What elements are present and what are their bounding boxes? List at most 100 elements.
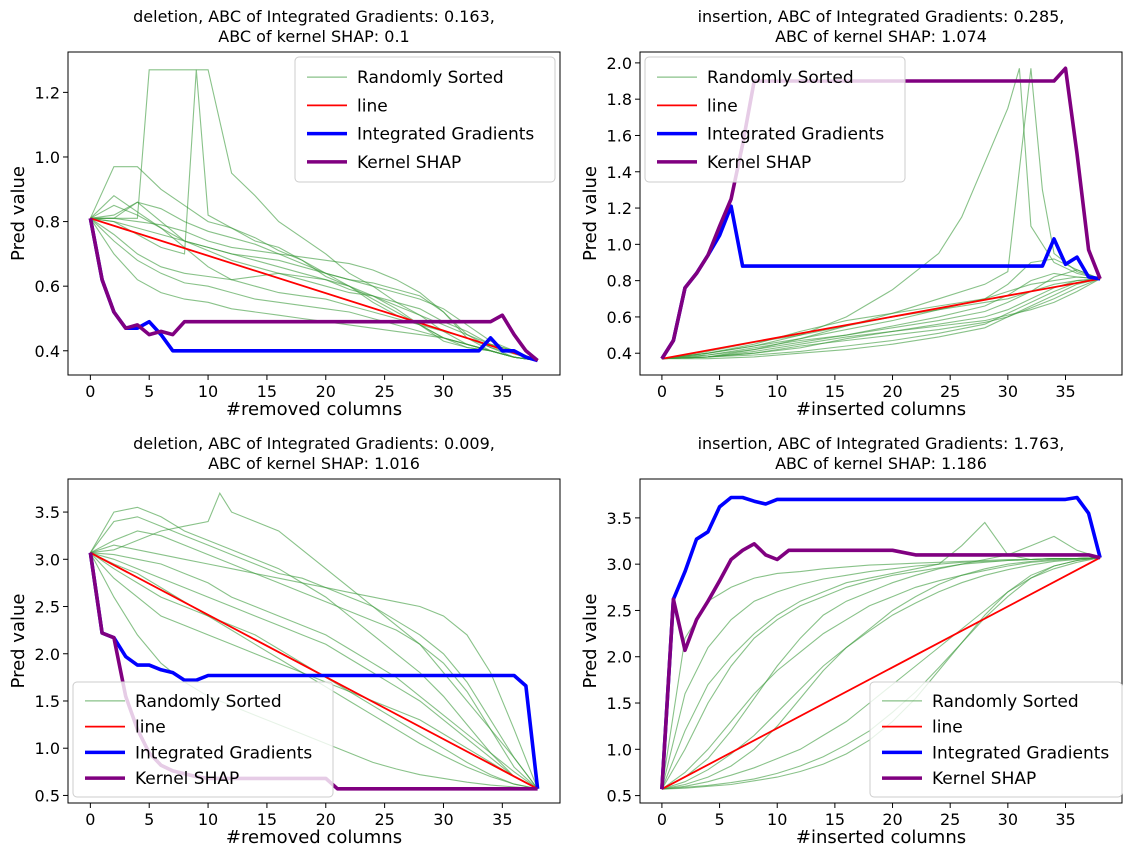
legend-label: line [357,96,388,116]
random-sorted-line-2 [89,506,538,790]
y-tick-label: 2.0 [607,648,632,667]
legend-label: Randomly Sorted [357,68,504,88]
axes-frame [67,51,561,376]
chart-title-line-1: insertion, ABC of Integrated Gradients: … [698,434,1065,453]
y-tick-label: 0.6 [35,277,60,296]
random-sorted-line-10 [90,201,538,362]
random-sorted-line-6 [661,278,1101,360]
y-tick-label: 2.0 [35,645,60,664]
random-sorted-line-10 [661,278,1101,360]
y-axis-label: Pred value [8,166,29,261]
x-tick-label: 35 [1055,810,1075,829]
y-tick-label: 1.8 [607,90,632,109]
plot-area [88,69,539,363]
legend-label: Kernel SHAP [932,769,1036,789]
chart-title-line-2: ABC of kernel SHAP: 1.186 [775,454,987,473]
y-tick-label: 1.0 [35,739,60,758]
chart-title-line-2: ABC of kernel SHAP: 1.074 [775,27,987,46]
y-tick-label: 3.5 [607,509,632,528]
x-tick-label: 15 [257,810,277,829]
integrated-gradients-line [88,552,540,790]
legend-label: Randomly Sorted [707,68,854,88]
reference-line [90,217,538,362]
legend-label: Integrated Gradients [357,125,534,145]
y-tick-label: 2.5 [35,598,60,617]
y-tick-label: 1.6 [607,126,632,145]
random-sorted-line-12 [661,278,1101,360]
x-tick-label: 10 [198,810,218,829]
random-sorted-line-6 [661,521,1101,790]
chart-title-line-2: ABC of kernel SHAP: 0.1 [218,27,409,46]
y-tick-label: 1.4 [607,163,632,182]
random-sorted-line-4 [89,552,538,790]
random-sorted-line-5 [661,276,1101,360]
x-tick-label: 20 [882,810,902,829]
legend: Randomly Sorted line Integrated Gradients K… [644,56,906,183]
random-sorted-line-9 [661,557,1101,790]
legend-label: Integrated Gradients [707,125,884,145]
legend-label: Randomly Sorted [135,692,282,712]
x-tick-label: 0 [85,382,95,401]
plot-area [660,66,1102,360]
kernel-shap-line [88,217,539,362]
y-tick-label: 0.8 [607,272,632,291]
y-tick-label: 0.6 [607,308,632,327]
chart-panel-3: deletion, ABC of Integrated Gradients: 0… [8,434,561,846]
legend: Randomly Sorted line Integrated Gradients K… [869,681,1123,798]
x-tick-label: 20 [316,810,336,829]
integrated-gradients-line [88,217,539,363]
random-sorted-line-6 [90,194,538,362]
random-sorted-line-3 [661,272,1101,360]
x-tick-label: 30 [433,810,453,829]
x-tick-label: 25 [374,810,394,829]
random-sorted-line-7 [661,557,1101,790]
random-sorted-line-8 [661,278,1101,360]
x-axis-label: #removed columns [226,399,402,420]
random-sorted-line-5 [90,544,539,790]
reference-line [661,556,1101,790]
x-tick-label: 15 [257,382,277,401]
x-tick-label: 25 [940,810,960,829]
x-tick-label: 35 [1055,382,1075,401]
x-tick-label: 20 [882,382,902,401]
legend-label: line [932,718,963,738]
axes-frame [67,478,561,804]
random-sorted-line-3 [90,69,538,362]
x-tick-label: 15 [825,382,845,401]
legend-label: Kernel SHAP [357,153,461,173]
random-sorted-line-7 [90,552,538,790]
chart-title-line-1: insertion, ABC of Integrated Gradients: … [698,7,1065,26]
random-sorted-line-2 [661,535,1101,790]
y-tick-label: 1.2 [607,199,632,218]
x-tick-label: 5 [714,382,724,401]
x-axis-label: #removed columns [226,827,402,846]
x-axis-label: #inserted columns [796,827,966,846]
x-tick-label: 30 [998,382,1018,401]
x-tick-label: 30 [998,810,1018,829]
random-sorted-line-10 [89,516,539,790]
x-tick-label: 10 [198,382,218,401]
y-tick-label: 1.0 [607,235,632,254]
integrated-gradients-line [660,204,1101,360]
x-tick-label: 15 [825,810,845,829]
y-tick-label: 2.0 [607,54,632,73]
x-tick-label: 20 [316,382,336,401]
legend-label: line [135,718,166,738]
x-tick-label: 5 [144,810,154,829]
legend-label: Kernel SHAP [135,769,239,789]
y-tick-label: 1.0 [607,740,632,759]
x-tick-label: 0 [657,810,667,829]
chart-panel-1: deletion, ABC of Integrated Gradients: 0… [8,7,561,420]
y-tick-label: 0.5 [35,786,60,805]
x-tick-label: 10 [767,810,787,829]
y-tick-label: 1.5 [35,692,60,711]
y-tick-label: 3.0 [35,550,60,569]
chart-panel-2: insertion, ABC of Integrated Gradients: … [580,7,1123,420]
x-tick-label: 0 [85,810,95,829]
reference-line [89,551,539,790]
y-tick-label: 1.2 [35,83,60,102]
x-tick-label: 25 [940,382,960,401]
x-tick-label: 35 [492,382,512,401]
axes-frame [639,478,1123,804]
